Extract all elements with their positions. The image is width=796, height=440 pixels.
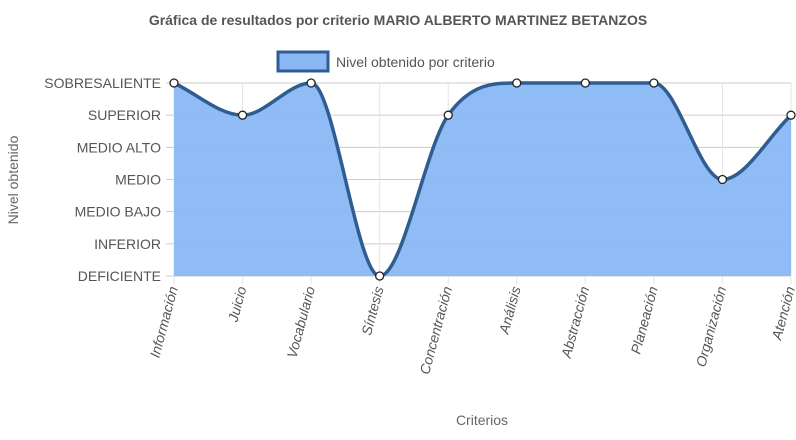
x-tick-label: Vocabulario bbox=[284, 284, 319, 359]
y-tick-label: INFERIOR bbox=[94, 236, 161, 252]
y-tick-label: MEDIO bbox=[115, 172, 161, 188]
data-points bbox=[169, 78, 796, 281]
x-tick-labels: Información Juicio Vocabulario Síntesis Conc… bbox=[147, 284, 796, 376]
x-tick-label: Abstracción bbox=[558, 284, 593, 360]
series-area-fill bbox=[174, 83, 791, 276]
x-tick-label: Concentración bbox=[416, 284, 455, 376]
data-point[interactable] bbox=[375, 271, 385, 281]
legend[interactable]: Nivel obtenido por criterio bbox=[276, 50, 495, 73]
x-tick-label: Organización bbox=[693, 284, 730, 368]
legend-label: Nivel obtenido por criterio bbox=[336, 54, 495, 70]
x-axis-title: Criterios bbox=[456, 412, 508, 428]
chart-title: Gráfica de resultados por criterio MARIO… bbox=[149, 12, 647, 28]
data-point[interactable] bbox=[306, 78, 316, 88]
data-point[interactable] bbox=[649, 78, 659, 88]
data-point[interactable] bbox=[237, 110, 248, 120]
y-tick-label: MEDIO ALTO bbox=[77, 139, 161, 155]
x-tick-label: Análisis bbox=[495, 285, 523, 337]
x-tick-label: Juicio bbox=[224, 284, 249, 324]
legend-swatch bbox=[276, 50, 330, 73]
y-tick-label: MEDIO BAJO bbox=[75, 204, 161, 220]
data-point[interactable] bbox=[580, 78, 590, 88]
x-tick-label: Información bbox=[147, 284, 181, 359]
series-area-layer bbox=[173, 81, 793, 278]
data-point[interactable] bbox=[443, 110, 453, 120]
data-point[interactable] bbox=[169, 78, 179, 88]
y-tick-label: DEFICIENTE bbox=[78, 268, 161, 284]
y-tick-label: SOBRESALIENTE bbox=[44, 75, 161, 91]
x-tick-label: Síntesis bbox=[358, 285, 386, 337]
data-point[interactable] bbox=[786, 110, 796, 120]
series-line bbox=[173, 81, 793, 278]
x-tick-label: Atención bbox=[768, 284, 796, 342]
data-point[interactable] bbox=[717, 174, 728, 185]
data-point[interactable] bbox=[512, 78, 522, 88]
x-tick-label: Planeación bbox=[627, 284, 660, 355]
y-axis-title: Nivel obtenido bbox=[5, 135, 21, 224]
y-tick-label: SUPERIOR bbox=[88, 107, 161, 123]
y-tick-labels: DEFICIENTE INFERIOR MEDIO BAJO MEDIO MEDIO A… bbox=[44, 75, 161, 284]
